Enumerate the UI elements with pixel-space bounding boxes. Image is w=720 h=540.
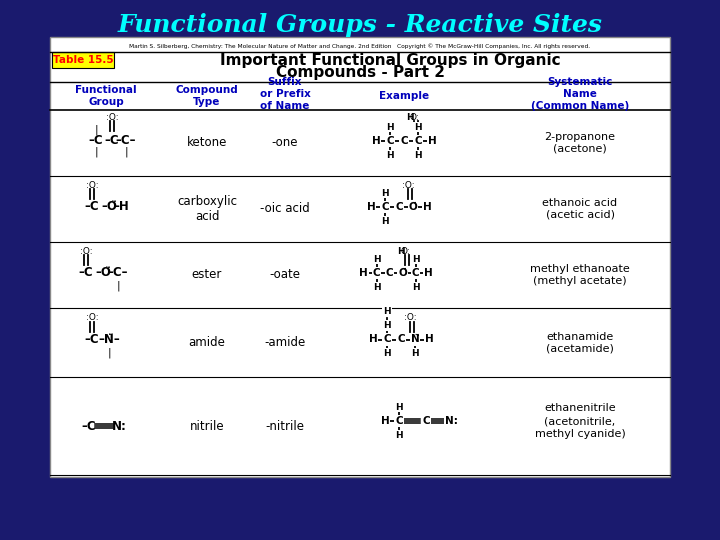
Text: H: H (359, 268, 368, 278)
Text: –H: –H (113, 200, 129, 213)
Text: C: C (395, 202, 402, 212)
Text: C: C (386, 136, 394, 146)
Text: H: H (366, 202, 375, 212)
Text: 2-propanone
(acetone): 2-propanone (acetone) (544, 132, 616, 154)
Text: ketone: ketone (186, 137, 228, 150)
Text: O:: O: (409, 112, 419, 122)
Text: N̈: N̈ (410, 334, 419, 345)
Text: H: H (386, 123, 394, 132)
Text: |: | (124, 147, 128, 157)
Text: Table 15.5: Table 15.5 (53, 55, 113, 65)
Text: –N̈–: –N̈– (98, 333, 120, 346)
Text: Ö: Ö (409, 202, 418, 212)
Text: H: H (424, 268, 433, 278)
Text: C: C (381, 202, 389, 212)
Text: nitrile: nitrile (189, 420, 225, 433)
Text: H: H (383, 321, 391, 330)
Text: :O:: :O: (80, 246, 92, 255)
Text: N:: N: (444, 416, 457, 426)
Text: C: C (373, 268, 380, 278)
Text: :O:: :O: (402, 180, 414, 190)
Text: C: C (386, 268, 393, 278)
Text: amide: amide (189, 336, 225, 349)
Text: –Ö: –Ö (101, 200, 117, 213)
Text: H: H (372, 136, 380, 146)
Text: –C–: –C– (116, 134, 136, 147)
Text: –Ö: –Ö (95, 267, 111, 280)
Text: C: C (397, 334, 405, 345)
Text: ethanamide
(acetamide): ethanamide (acetamide) (546, 332, 614, 353)
Text: |: | (94, 147, 98, 157)
Text: C: C (400, 136, 408, 146)
Text: :O:: :O: (106, 112, 118, 122)
Text: –C: –C (85, 333, 99, 346)
Text: C: C (383, 334, 391, 345)
Text: –C: –C (89, 134, 103, 147)
Text: H: H (425, 334, 433, 345)
Text: H: H (395, 430, 402, 440)
Text: :O:: :O: (404, 313, 416, 322)
Text: H: H (373, 254, 380, 264)
Text: ethanoic acid
(acetic acid): ethanoic acid (acetic acid) (542, 198, 618, 220)
Text: H: H (397, 246, 405, 255)
Text: C: C (422, 416, 430, 426)
Text: :O:: :O: (86, 180, 99, 190)
Text: H: H (383, 349, 391, 358)
Text: H: H (414, 123, 422, 132)
Text: H: H (381, 217, 389, 226)
Text: –C: –C (104, 134, 120, 147)
Text: C: C (412, 268, 419, 278)
Text: N:: N: (112, 420, 127, 433)
Text: H: H (383, 307, 391, 316)
Bar (52, 52, 114, 68)
Text: –C: –C (81, 420, 96, 433)
Text: -oate: -oate (269, 268, 300, 281)
Text: :O:: :O: (86, 313, 99, 322)
Text: ester: ester (192, 268, 222, 281)
Text: H: H (369, 334, 377, 345)
Text: H: H (406, 112, 414, 122)
Text: -one: -one (271, 137, 298, 150)
Text: Systematic
Name
(Common Name): Systematic Name (Common Name) (531, 77, 629, 111)
Text: Suffix
or Prefix
of Name: Suffix or Prefix of Name (260, 77, 310, 111)
Text: H: H (373, 282, 380, 292)
Text: H: H (423, 202, 431, 212)
Text: Important Functional Groups in Organic: Important Functional Groups in Organic (220, 52, 560, 68)
Text: –C: –C (78, 267, 94, 280)
Text: carboxylic
acid: carboxylic acid (177, 194, 237, 224)
Text: H: H (381, 416, 390, 426)
Text: methyl ethanoate
(methyl acetate): methyl ethanoate (methyl acetate) (530, 264, 630, 286)
Text: H: H (411, 349, 419, 358)
Text: Compounds - Part 2: Compounds - Part 2 (276, 64, 444, 79)
Text: C: C (414, 136, 422, 146)
Text: |: | (107, 347, 111, 357)
Text: H: H (395, 402, 402, 411)
Text: Ö: Ö (398, 268, 407, 278)
Text: -amide: -amide (264, 336, 305, 349)
Text: H: H (381, 188, 389, 198)
Text: H: H (412, 254, 419, 264)
Bar (50, 37, 670, 477)
Text: H: H (386, 151, 394, 159)
Text: -oic acid: -oic acid (260, 202, 310, 215)
Text: O:: O: (400, 246, 410, 255)
Text: H: H (414, 151, 422, 159)
Text: |: | (94, 125, 98, 135)
Text: Functional Groups - Reactive Sites: Functional Groups - Reactive Sites (117, 13, 603, 37)
Text: C: C (395, 416, 402, 426)
Text: Martin S. Silberberg, Chemistry: The Molecular Nature of Matter and Change. 2nd : Martin S. Silberberg, Chemistry: The Mol… (130, 43, 590, 49)
Text: H: H (412, 282, 419, 292)
Text: |: | (116, 281, 120, 291)
Text: Compound
Type: Compound Type (176, 85, 238, 107)
Text: Functional
Group: Functional Group (75, 85, 137, 107)
Text: ethanenitrile
(acetonitrile,
methyl cyanide): ethanenitrile (acetonitrile, methyl cyan… (535, 403, 626, 439)
Text: –C–: –C– (108, 267, 128, 280)
Text: –C: –C (85, 200, 99, 213)
Text: -nitrile: -nitrile (266, 420, 305, 433)
Text: Example: Example (379, 91, 429, 101)
Text: H: H (428, 136, 436, 146)
